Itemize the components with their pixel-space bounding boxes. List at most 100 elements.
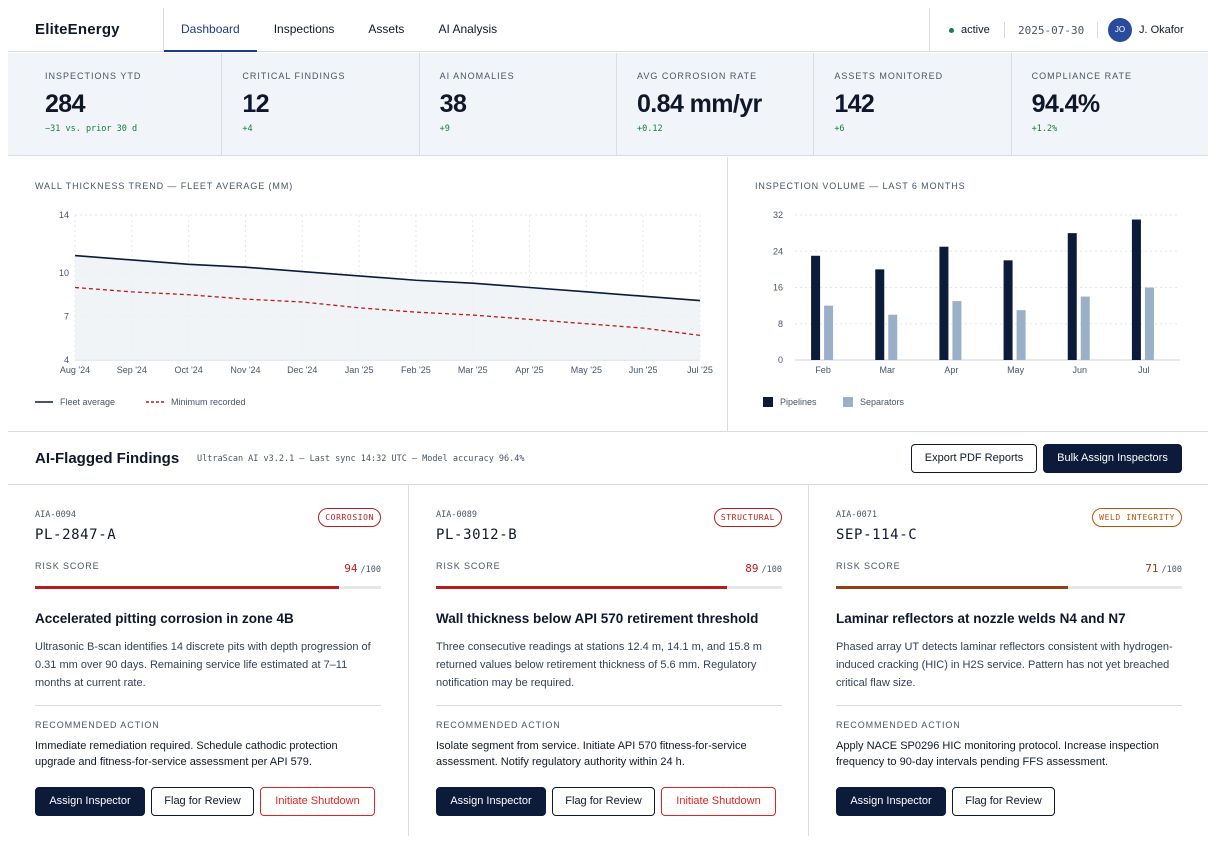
initiate-shutdown-button[interactable]: Initiate Shutdown	[260, 787, 375, 816]
asset-id[interactable]: PL-3012-B	[436, 527, 518, 543]
assign-inspector-button[interactable]: Assign Inspector	[35, 787, 145, 816]
y-tick-label: 32	[773, 210, 783, 220]
kpi-strip: Inspections YTD 284 −31 vs. prior 30 d C…	[8, 53, 1208, 156]
card-divider	[808, 485, 809, 836]
tab-ai-analysis[interactable]: AI Analysis	[438, 22, 498, 36]
flag-for-review-button[interactable]: Flag for Review	[151, 787, 254, 816]
export-pdf-reports-button[interactable]: Export PDF Reports	[911, 444, 1037, 473]
finding-description: Three consecutive readings at stations 1…	[436, 641, 762, 689]
kpi-label: Critical Findings	[242, 71, 346, 81]
x-tick-label: Mar	[880, 365, 896, 375]
pipelines-bar	[875, 269, 885, 360]
finding-description: Ultrasonic B-scan identifies 14 discrete…	[35, 641, 371, 689]
legend-label: Separators	[860, 397, 905, 407]
main-nav: Dashboard Inspections Assets AI Analysis	[164, 8, 514, 52]
assign-inspector-button[interactable]: Assign Inspector	[436, 787, 546, 816]
x-tick-label: Sep '24	[117, 365, 147, 375]
status-text: active	[961, 24, 990, 36]
risk-score-fill	[35, 586, 340, 589]
pipelines-bar	[1131, 219, 1141, 360]
risk-score-max: /100	[761, 565, 782, 575]
risk-score-max: /100	[360, 565, 381, 575]
divider	[836, 705, 1182, 706]
kpi-delta: +1.2%	[1031, 124, 1058, 134]
kpi-value: 38	[439, 90, 467, 118]
fleet-average-area	[75, 255, 700, 360]
kpi-label: Inspections YTD	[45, 71, 142, 81]
brand-logo[interactable]: EliteEnergy	[35, 21, 120, 38]
finding-description: Phased array UT detects laminar reflecto…	[836, 641, 1173, 689]
legend-label: Minimum recorded	[171, 397, 246, 407]
connection-status: active	[949, 24, 990, 36]
card-divider	[408, 485, 409, 836]
assign-inspector-button[interactable]: Assign Inspector	[836, 787, 946, 816]
divider	[1097, 22, 1098, 38]
kpi-card-ai-anomalies[interactable]: AI Anomalies 38 +9	[420, 53, 617, 155]
kpi-card-assets-monitored[interactable]: Assets Monitored 142 +6	[814, 53, 1012, 155]
kpi-delta: +6	[834, 124, 845, 134]
separators-bar	[1016, 310, 1026, 360]
kpi-card-inspections-ytd[interactable]: Inspections YTD 284 −31 vs. prior 30 d	[8, 53, 223, 155]
y-tick-label: 4	[64, 355, 69, 365]
y-tick-label: 10	[59, 268, 69, 278]
kpi-value: 12	[242, 90, 269, 118]
inspection-volume-bar-chart[interactable]: 0 8 16 24 32 Feb Mar Apr May Jun Jul Pipelines Separ…	[728, 197, 1208, 427]
separators-bar	[824, 305, 834, 360]
risk-score: 89/100	[745, 562, 782, 575]
risk-score-bar	[35, 586, 381, 589]
asset-id[interactable]: PL-2847-A	[35, 527, 117, 543]
recommended-action-label: Recommended Action	[836, 720, 961, 730]
tab-dashboard[interactable]: Dashboard	[164, 8, 257, 52]
risk-score: 71/100	[1145, 562, 1182, 575]
x-tick-label: Nov '24	[230, 365, 260, 375]
kpi-delta: −31 vs. prior 30 d	[45, 124, 138, 134]
kpi-value: 284	[45, 90, 86, 118]
nav-divider	[929, 8, 930, 52]
category-badge: Corrosion	[318, 508, 381, 527]
status-dot-icon	[949, 27, 954, 33]
asset-id[interactable]: SEP-114-C	[836, 527, 918, 543]
risk-score-max: /100	[1161, 565, 1182, 575]
separators-bar	[888, 314, 898, 360]
risk-score-label: Risk Score	[436, 561, 501, 571]
divider	[8, 484, 1208, 485]
kpi-delta: +4	[242, 124, 253, 134]
finding-headline: Laminar reflectors at nozzle welds N4 an…	[836, 611, 1126, 626]
y-tick-label: 7	[64, 312, 69, 322]
risk-score-label: Risk Score	[35, 561, 100, 571]
risk-score: 94/100	[344, 562, 381, 575]
user-avatar[interactable]: JO	[1108, 18, 1132, 42]
flag-for-review-button[interactable]: Flag for Review	[552, 787, 655, 816]
x-tick-label: Jul '25	[687, 365, 713, 375]
finding-id: AIA-0071	[836, 510, 877, 520]
tab-inspections[interactable]: Inspections	[273, 22, 335, 36]
finding-card: AIA-0071 SEP-114-C Weld Integrity Risk S…	[809, 485, 1209, 836]
recommended-action-text: Apply NACE SP0296 HIC monitoring protoco…	[836, 740, 1159, 768]
bar-chart-title: Inspection Volume — Last 6 Months	[755, 181, 966, 191]
kpi-card-avg-corrosion-rate[interactable]: Avg Corrosion Rate 0.84 mm/yr +0.12	[617, 53, 815, 155]
kpi-card-critical-findings[interactable]: Critical Findings 12 +4	[222, 53, 420, 155]
y-tick-label: 24	[773, 246, 783, 256]
kpi-label: AI Anomalies	[439, 71, 515, 81]
y-tick-label: 16	[773, 283, 783, 293]
divider	[436, 705, 782, 706]
finding-headline: Wall thickness below API 570 retirement …	[436, 611, 759, 626]
recommended-action-text: Isolate segment from service. Initiate A…	[436, 740, 747, 768]
x-tick-label: Jan '25	[345, 365, 374, 375]
charts-panel: Wall Thickness Trend — Fleet Average (mm…	[8, 157, 1208, 432]
pipelines-bar	[939, 246, 949, 360]
y-tick-label: 14	[59, 210, 69, 220]
wall-thickness-line-chart[interactable]: 4 7 10 14 Aug '24 Sep '24 Oct '24 Nov '24 Dec '2…	[8, 197, 727, 427]
bulk-assign-inspectors-button[interactable]: Bulk Assign Inspectors	[1043, 444, 1182, 473]
kpi-card-compliance-rate[interactable]: Compliance Rate 94.4% +1.2%	[1012, 53, 1208, 155]
kpi-label: Compliance Rate	[1031, 71, 1132, 81]
user-name[interactable]: J. Okafor	[1139, 24, 1184, 36]
finding-card: AIA-0089 PL-3012-B Structural Risk Score…	[409, 485, 809, 836]
legend-swatch	[763, 397, 773, 407]
nav-divider	[163, 8, 164, 52]
kpi-delta: +0.12	[636, 124, 663, 134]
initiate-shutdown-button[interactable]: Initiate Shutdown	[661, 787, 776, 816]
flag-for-review-button[interactable]: Flag for Review	[952, 787, 1055, 816]
tab-assets[interactable]: Assets	[368, 22, 405, 36]
x-tick-label: May	[1007, 365, 1025, 375]
